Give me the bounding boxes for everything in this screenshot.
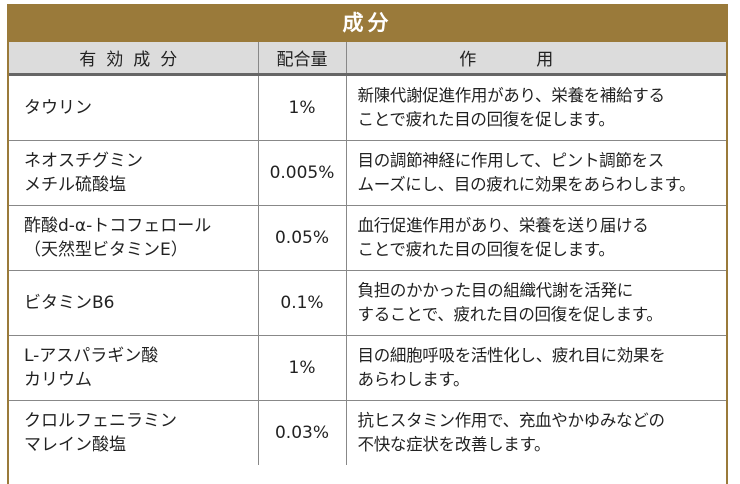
ingredient-name: 酢酸d-α-トコフェロール （天然型ビタミンE） <box>9 205 258 271</box>
ingredient-amount: 0.03% <box>257 400 346 465</box>
ingredient-effect-line: 目の調節神経に作用して、ピント調節をス <box>357 151 665 170</box>
ingredient-effect-line: 新陳代謝促進作用があり、栄養を補給する <box>357 86 665 105</box>
section-title: 成分 <box>7 4 728 42</box>
table-row: ビタミンB6 0.1% 負担のかかった目の組織代謝を活発に することで、疲れた目の回復… <box>9 270 726 336</box>
ingredients-table: 有効成分 配合量 作用 タウリン 1% 新陳代謝促進作用があり、栄養を補給する ことで… <box>9 42 726 465</box>
ingredient-name-line: メチル硫酸塩 <box>24 175 126 195</box>
ingredient-name-line: クロルフェニラミン <box>24 411 177 431</box>
ingredient-amount: 0.005% <box>257 140 346 206</box>
header-ingredient: 有効成分 <box>9 42 258 76</box>
ingredient-effect-line: あらわします。 <box>357 370 470 389</box>
ingredient-name-line: カリウム <box>24 370 92 390</box>
ingredient-amount: 1% <box>257 74 346 141</box>
ingredient-name-line: タウリン <box>24 98 92 118</box>
ingredient-name: ネオスチグミン メチル硫酸塩 <box>9 140 258 206</box>
ingredient-name-line: （天然型ビタミンE） <box>24 240 188 260</box>
ingredient-name: タウリン <box>9 75 258 141</box>
ingredient-name: ビタミンB6 <box>9 270 258 336</box>
ingredient-amount: 0.05% <box>257 205 346 271</box>
ingredient-name-line: L-アスパラギン酸 <box>24 346 159 366</box>
table-row: L-アスパラギン酸 カリウム 1% 目の細胞呼吸を活性化し、疲れ目に効果を あらわします… <box>9 335 726 401</box>
ingredient-name-line: ビタミンB6 <box>24 293 115 313</box>
table-row: クロルフェニラミン マレイン酸塩 0.03% 抗ヒスタミン作用で、充血やかゆみなどの不… <box>9 400 726 465</box>
ingredient-name-line: マレイン酸塩 <box>24 435 126 455</box>
ingredient-amount: 0.1% <box>257 270 346 336</box>
table-frame <box>7 4 728 484</box>
ingredient-name-line: 酢酸d-α-トコフェロール <box>24 216 212 236</box>
ingredient-effect: 抗ヒスタミン作用で、充血やかゆみなどの 不快な症状を改善します。 <box>345 400 726 465</box>
header-amount: 配合量 <box>257 42 346 76</box>
ingredient-effect-line: ことで疲れた目の回復を促します。 <box>357 110 615 129</box>
ingredient-effect: 負担のかかった目の組織代謝を活発にすることで、疲れた目の回復を促します。 <box>345 270 726 336</box>
table-row: 酢酸d-α-トコフェロール （天然型ビタミンE） 0.05% 血行促進作用があり、栄養… <box>9 205 726 271</box>
ingredient-name-line: ネオスチグミン <box>24 151 143 171</box>
ingredient-effect: 目の調節神経に作用して、ピント調節をスムーズにし、目の疲れに効果をあらわします。 <box>345 140 726 206</box>
table-row: ネオスチグミン メチル硫酸塩 0.005% 目の調節神経に作用して、ピント調節をス ムー… <box>9 140 726 206</box>
ingredient-effect: 血行促進作用があり、栄養を送り届ける ことで疲れた目の回復を促します。 <box>345 205 726 271</box>
ingredient-name: L-アスパラギン酸 カリウム <box>9 335 258 401</box>
header-effect: 作用 <box>345 42 726 76</box>
ingredient-amount: 1% <box>257 335 346 401</box>
table-header-row: 有効成分 配合量 作用 <box>9 42 726 76</box>
ingredient-effect-line: 血行促進作用があり、栄養を送り届ける <box>357 216 649 235</box>
ingredient-effect-line: 負担のかかった目の組織代謝を活発に <box>357 281 634 300</box>
ingredient-effect-line: 抗ヒスタミン作用で、充血やかゆみなどの <box>357 411 665 430</box>
ingredient-effect: 新陳代謝促進作用があり、栄養を補給する ことで疲れた目の回復を促します。 <box>345 74 726 141</box>
ingredient-effect-line: ムーズにし、目の疲れに効果をあらわします。 <box>357 175 696 194</box>
ingredient-name: クロルフェニラミン マレイン酸塩 <box>9 400 258 465</box>
ingredient-effect-line: 目の細胞呼吸を活性化し、疲れ目に効果を <box>357 346 666 365</box>
table-row: タウリン 1% 新陳代謝促進作用があり、栄養を補給する ことで疲れた目の回復を促します… <box>9 74 726 141</box>
ingredient-effect-line: 不快な症状を改善します。 <box>357 435 551 454</box>
ingredient-effect: 目の細胞呼吸を活性化し、疲れ目に効果を あらわします。 <box>345 335 726 401</box>
ingredient-effect-line: することで、疲れた目の回復を促します。 <box>357 305 663 324</box>
ingredient-effect-line: ことで疲れた目の回復を促します。 <box>357 240 615 259</box>
